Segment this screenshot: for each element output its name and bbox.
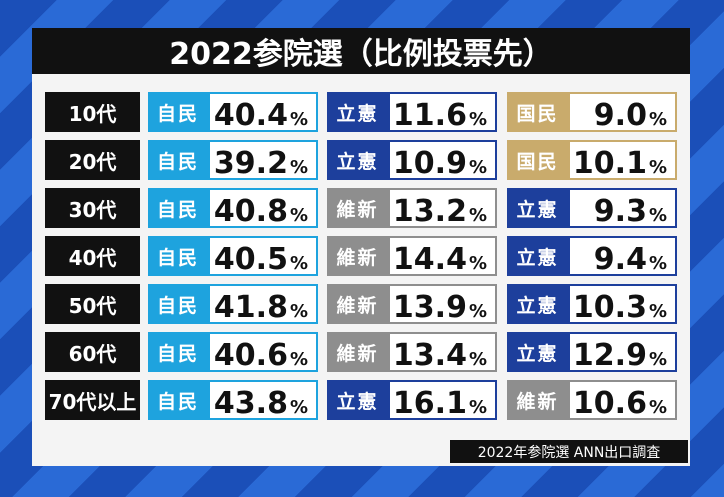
value: 13.2 bbox=[392, 194, 467, 229]
value-cell: 9.4% bbox=[568, 236, 677, 277]
value-cell: 40.8% bbox=[208, 188, 318, 229]
unit: % bbox=[648, 397, 667, 418]
value-cell: 11.6% bbox=[388, 92, 497, 133]
party-label: 自民 bbox=[148, 284, 208, 324]
value-cell: 43.8% bbox=[208, 380, 318, 421]
value-cell: 12.9% bbox=[568, 332, 677, 373]
unit: % bbox=[289, 397, 308, 418]
unit: % bbox=[468, 157, 487, 178]
unit: % bbox=[468, 397, 487, 418]
value: 13.4 bbox=[392, 338, 467, 373]
age-label: 70代以上 bbox=[45, 380, 140, 420]
value: 40.8 bbox=[213, 194, 288, 229]
party-label: 立憲 bbox=[327, 380, 388, 420]
value-cell: 10.9% bbox=[388, 140, 497, 181]
value: 16.1 bbox=[392, 386, 467, 421]
value: 43.8 bbox=[213, 386, 288, 421]
party-label: 自民 bbox=[148, 140, 208, 180]
unit: % bbox=[289, 253, 308, 274]
value: 40.5 bbox=[213, 242, 288, 277]
value: 11.6 bbox=[392, 98, 467, 133]
unit: % bbox=[468, 349, 487, 370]
age-label: 60代 bbox=[45, 332, 140, 372]
value-cell: 13.9% bbox=[388, 284, 497, 325]
party-label: 維新 bbox=[327, 284, 388, 324]
age-label: 50代 bbox=[45, 284, 140, 324]
unit: % bbox=[648, 205, 667, 226]
party-label: 立憲 bbox=[507, 188, 568, 228]
value: 9.4 bbox=[593, 242, 647, 277]
party-label: 立憲 bbox=[327, 92, 388, 132]
unit: % bbox=[468, 205, 487, 226]
value-cell: 13.2% bbox=[388, 188, 497, 229]
party-label: 国民 bbox=[507, 92, 568, 132]
value-cell: 10.3% bbox=[568, 284, 677, 325]
age-label: 10代 bbox=[45, 92, 140, 132]
value-cell: 10.1% bbox=[568, 140, 677, 181]
value: 41.8 bbox=[213, 290, 288, 325]
party-label: 国民 bbox=[507, 140, 568, 180]
value: 10.1 bbox=[572, 146, 647, 181]
value-cell: 9.3% bbox=[568, 188, 677, 229]
title: 2022参院選（比例投票先） bbox=[32, 28, 690, 74]
unit: % bbox=[468, 253, 487, 274]
unit: % bbox=[289, 301, 308, 322]
value-cell: 16.1% bbox=[388, 380, 497, 421]
value-cell: 14.4% bbox=[388, 236, 497, 277]
party-label: 維新 bbox=[327, 236, 388, 276]
unit: % bbox=[289, 157, 308, 178]
value: 10.6 bbox=[572, 386, 647, 421]
party-label: 自民 bbox=[148, 188, 208, 228]
unit: % bbox=[648, 253, 667, 274]
unit: % bbox=[468, 301, 487, 322]
party-label: 立憲 bbox=[507, 284, 568, 324]
value: 12.9 bbox=[572, 338, 647, 373]
unit: % bbox=[289, 109, 308, 130]
value: 9.3 bbox=[593, 194, 647, 229]
unit: % bbox=[648, 157, 667, 178]
party-label: 維新 bbox=[327, 188, 388, 228]
unit: % bbox=[648, 109, 667, 130]
age-label: 30代 bbox=[45, 188, 140, 228]
party-label: 維新 bbox=[327, 332, 388, 372]
value: 10.9 bbox=[392, 146, 467, 181]
party-label: 立憲 bbox=[327, 140, 388, 180]
unit: % bbox=[468, 109, 487, 130]
value: 40.6 bbox=[213, 338, 288, 373]
party-label: 自民 bbox=[148, 236, 208, 276]
party-label: 立憲 bbox=[507, 332, 568, 372]
value-cell: 40.6% bbox=[208, 332, 318, 373]
party-label: 自民 bbox=[148, 92, 208, 132]
value: 39.2 bbox=[213, 146, 288, 181]
party-label: 自民 bbox=[148, 332, 208, 372]
value: 10.3 bbox=[572, 290, 647, 325]
value-cell: 41.8% bbox=[208, 284, 318, 325]
age-label: 40代 bbox=[45, 236, 140, 276]
value-cell: 40.5% bbox=[208, 236, 318, 277]
value-cell: 39.2% bbox=[208, 140, 318, 181]
party-label: 自民 bbox=[148, 380, 208, 420]
value: 14.4 bbox=[392, 242, 467, 277]
value-cell: 40.4% bbox=[208, 92, 318, 133]
unit: % bbox=[648, 349, 667, 370]
unit: % bbox=[648, 301, 667, 322]
source-note: 2022年参院選 ANN出口調査 bbox=[450, 440, 688, 463]
party-label: 立憲 bbox=[507, 236, 568, 276]
value: 13.9 bbox=[392, 290, 467, 325]
value-cell: 13.4% bbox=[388, 332, 497, 373]
unit: % bbox=[289, 349, 308, 370]
value: 9.0 bbox=[593, 98, 647, 133]
value-cell: 9.0% bbox=[568, 92, 677, 133]
value: 40.4 bbox=[213, 98, 288, 133]
age-label: 20代 bbox=[45, 140, 140, 180]
party-label: 維新 bbox=[507, 380, 568, 420]
value-cell: 10.6% bbox=[568, 380, 677, 421]
unit: % bbox=[289, 205, 308, 226]
